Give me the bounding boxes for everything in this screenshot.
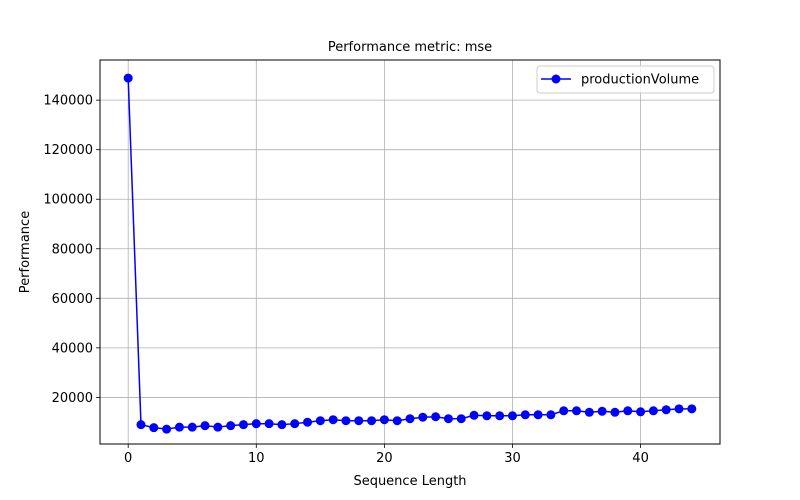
data-point xyxy=(405,414,415,424)
data-point xyxy=(661,405,671,415)
y-axis-title: Performance xyxy=(18,211,33,293)
x-axis: 0 10 20 30 40 xyxy=(124,444,649,466)
y-axis: 20000 40000 60000 80000 100000 120000 140000 xyxy=(43,94,100,406)
legend-label: productionVolume xyxy=(581,73,699,88)
data-point xyxy=(213,422,223,432)
series-layer xyxy=(123,73,697,434)
data-point xyxy=(187,422,197,432)
data-point xyxy=(354,416,364,426)
x-tick-label: 30 xyxy=(504,451,521,466)
x-tick-label: 20 xyxy=(376,451,393,466)
data-point xyxy=(674,404,684,414)
data-point xyxy=(123,73,133,83)
data-point xyxy=(507,411,517,421)
data-point xyxy=(238,420,248,430)
y-tick-label: 40000 xyxy=(52,341,93,356)
data-point xyxy=(572,406,582,416)
data-point xyxy=(162,424,172,434)
data-point xyxy=(687,404,697,414)
data-point xyxy=(443,414,453,424)
y-tick-label: 20000 xyxy=(52,391,93,406)
y-tick-label: 100000 xyxy=(43,193,93,208)
data-point xyxy=(303,417,313,427)
data-point xyxy=(341,416,351,426)
data-point xyxy=(315,416,325,426)
data-point xyxy=(226,421,236,431)
x-tick-label: 10 xyxy=(248,451,265,466)
data-point xyxy=(392,416,402,426)
data-point xyxy=(610,407,620,417)
data-point xyxy=(636,407,646,417)
data-point xyxy=(251,419,261,429)
data-point xyxy=(533,410,543,420)
data-point xyxy=(546,410,556,420)
data-point xyxy=(584,407,594,417)
x-axis-title: Sequence Length xyxy=(353,474,466,489)
y-tick-label: 140000 xyxy=(43,94,93,109)
data-point xyxy=(149,423,159,433)
data-point xyxy=(379,415,389,425)
data-point xyxy=(264,419,274,429)
data-point xyxy=(559,406,569,416)
data-point xyxy=(623,406,633,416)
chart-title: Performance metric: mse xyxy=(328,40,492,55)
data-point xyxy=(431,412,441,422)
data-point xyxy=(482,411,492,421)
data-point xyxy=(648,406,658,416)
x-tick-label: 40 xyxy=(632,451,649,466)
legend-marker-swatch xyxy=(551,74,561,84)
data-point xyxy=(174,422,184,432)
y-tick-label: 60000 xyxy=(52,292,93,307)
data-point xyxy=(418,412,428,422)
data-point xyxy=(520,410,530,420)
y-tick-label: 120000 xyxy=(43,143,93,158)
data-point xyxy=(200,421,210,431)
data-point xyxy=(597,406,607,416)
legend-box xyxy=(536,65,715,94)
data-point xyxy=(456,414,466,424)
data-point xyxy=(495,411,505,421)
grid xyxy=(100,60,720,444)
data-point xyxy=(290,419,300,429)
data-point xyxy=(469,410,479,420)
data-point xyxy=(136,420,146,430)
legend: productionVolume xyxy=(536,65,715,94)
data-point xyxy=(328,415,338,425)
y-tick-label: 80000 xyxy=(52,242,93,257)
x-tick-label: 0 xyxy=(124,451,132,466)
data-point xyxy=(277,420,287,430)
data-point xyxy=(367,416,377,426)
plot-frame xyxy=(99,59,721,445)
